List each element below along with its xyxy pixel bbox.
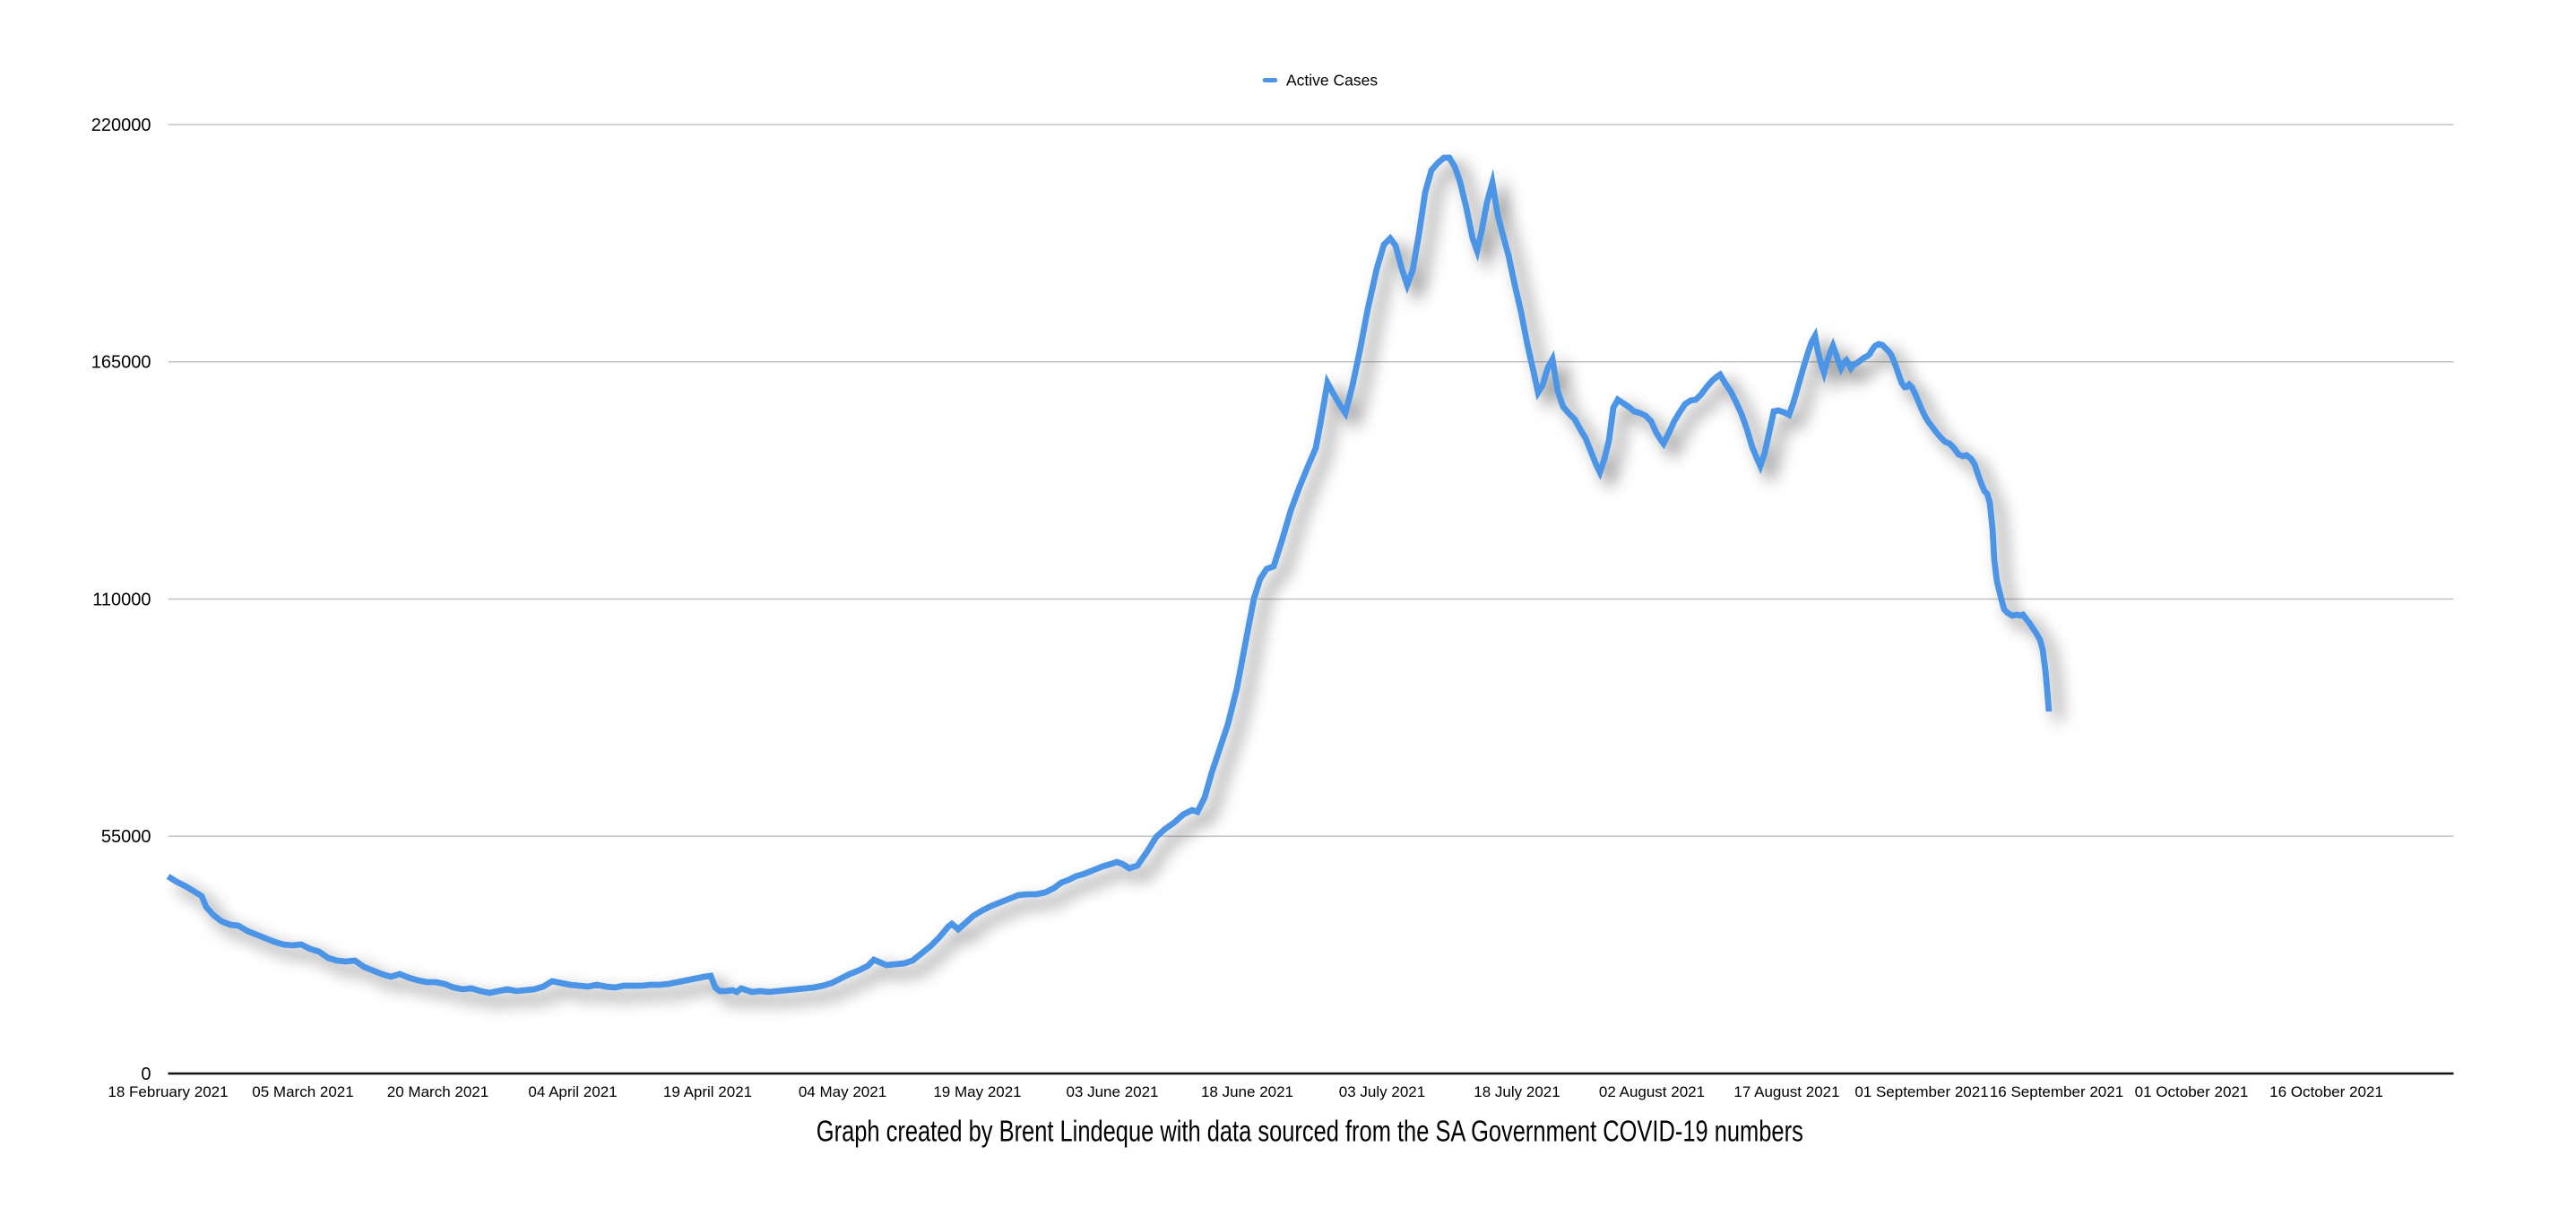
svg-text:04 April 2021: 04 April 2021 [528,1083,617,1100]
svg-text:05 March 2021: 05 March 2021 [252,1083,353,1100]
svg-text:0: 0 [141,1065,151,1084]
svg-text:03 July 2021: 03 July 2021 [1339,1083,1425,1100]
svg-text:110000: 110000 [92,590,151,609]
svg-text:55000: 55000 [101,827,151,847]
svg-text:04 May 2021: 04 May 2021 [799,1083,886,1100]
svg-text:165000: 165000 [91,353,151,373]
svg-text:18 February 2021: 18 February 2021 [108,1083,228,1100]
svg-text:18 June 2021: 18 June 2021 [1201,1083,1293,1100]
svg-text:03 June 2021: 03 June 2021 [1066,1083,1158,1100]
svg-text:Graph created by Brent Lindequ: Graph created by Brent Lindeque with dat… [817,1115,1803,1148]
svg-text:17 August 2021: 17 August 2021 [1733,1083,1839,1100]
svg-text:20 March 2021: 20 March 2021 [387,1083,488,1100]
svg-text:Active Cases: Active Cases [1286,72,1378,90]
svg-text:19 April 2021: 19 April 2021 [663,1083,752,1100]
svg-text:01 October 2021: 01 October 2021 [2135,1083,2249,1100]
svg-text:01 September 2021: 01 September 2021 [1854,1083,1988,1100]
svg-text:02 August 2021: 02 August 2021 [1599,1083,1705,1100]
svg-text:19 May 2021: 19 May 2021 [933,1083,1021,1100]
svg-text:16 September 2021: 16 September 2021 [1990,1083,2123,1100]
svg-text:220000: 220000 [91,116,151,135]
svg-text:18 July 2021: 18 July 2021 [1474,1083,1560,1100]
svg-text:16 October 2021: 16 October 2021 [2269,1083,2383,1100]
